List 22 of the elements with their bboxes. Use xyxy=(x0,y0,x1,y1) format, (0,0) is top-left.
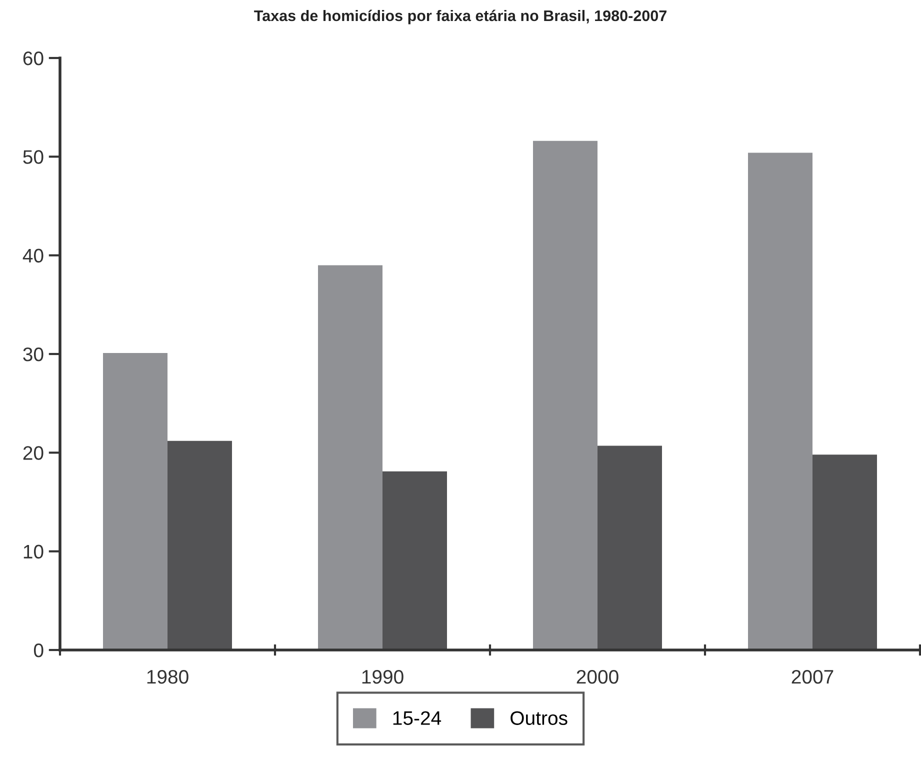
x-tick-label: 1980 xyxy=(147,670,188,684)
y-tick-label: 30 xyxy=(23,347,44,362)
bar xyxy=(382,471,447,650)
legend-label: 15-24 xyxy=(393,711,442,725)
bar xyxy=(598,446,662,650)
legend-label: Outros xyxy=(510,711,568,725)
bar xyxy=(812,454,877,650)
x-tick-label: 2000 xyxy=(576,670,618,684)
bar xyxy=(318,265,382,650)
x-tick-label: 1990 xyxy=(362,670,404,684)
y-tick-label: 50 xyxy=(23,150,44,164)
bar xyxy=(103,353,168,650)
bar xyxy=(748,152,812,650)
y-tick-label: 10 xyxy=(24,544,44,559)
y-tick-label: 20 xyxy=(23,446,44,460)
y-tick-label: 40 xyxy=(22,248,44,263)
x-tick-label: 2007 xyxy=(792,670,834,684)
bar xyxy=(168,440,232,650)
y-tick-label: 60 xyxy=(23,51,44,66)
chart-title: Taxas de homicídios por faixa etária no Brasil, 1980-2007 xyxy=(254,10,666,24)
bar xyxy=(533,140,598,650)
y-tick-label: 0 xyxy=(34,643,44,658)
